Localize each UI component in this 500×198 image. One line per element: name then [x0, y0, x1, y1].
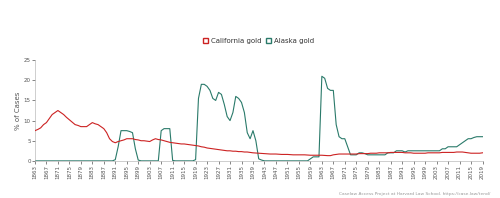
Legend: California gold, Alaska gold: California gold, Alaska gold [201, 35, 316, 47]
Y-axis label: % of Cases: % of Cases [15, 91, 21, 130]
Text: Caselaw Access Project at Harvard Law School. https://case.law/tend/: Caselaw Access Project at Harvard Law Sc… [338, 192, 490, 196]
